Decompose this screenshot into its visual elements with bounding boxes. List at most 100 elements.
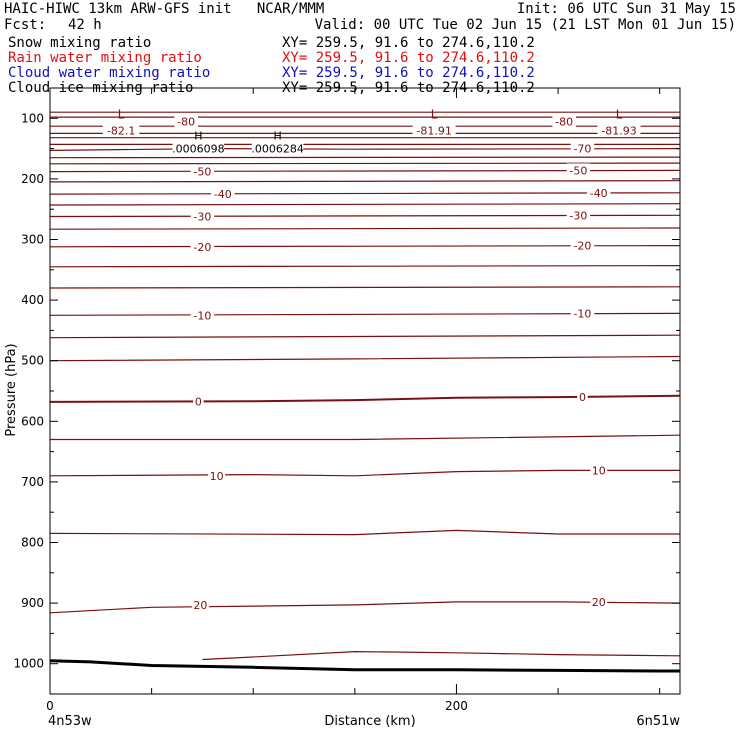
high-value-bg bbox=[172, 142, 225, 155]
low-value-bg bbox=[412, 123, 456, 137]
low-symbol: L bbox=[616, 108, 623, 122]
contour-label: -50 bbox=[193, 166, 211, 179]
contour-label: -10 bbox=[573, 307, 591, 320]
contour-label-bg bbox=[210, 187, 235, 201]
contour-line bbox=[49, 203, 681, 206]
high-value: .0006284 bbox=[251, 142, 304, 155]
contour-label-bg bbox=[566, 208, 591, 222]
isotherm-line bbox=[49, 601, 681, 614]
contour-label-bg bbox=[577, 390, 588, 404]
field-xy-snow: XY= 259.5, 91.6 to 274.6,110.2 bbox=[282, 35, 535, 51]
contour-label: 20 bbox=[592, 596, 606, 609]
contour-label-bg bbox=[570, 238, 595, 252]
low-value-bg bbox=[597, 123, 641, 137]
field-xy-rain: XY= 259.5, 91.6 to 274.6,110.2 bbox=[282, 50, 535, 66]
high-value-bg bbox=[251, 142, 304, 155]
contour-label-bg bbox=[190, 308, 215, 322]
contour-line bbox=[49, 334, 681, 339]
contour-label-bg bbox=[586, 185, 611, 199]
contour-line bbox=[49, 162, 681, 165]
y-tick-label: 900 bbox=[21, 596, 44, 610]
contour-label: -30 bbox=[193, 210, 211, 223]
contour-label-bg bbox=[190, 239, 215, 253]
y-tick-label: 200 bbox=[21, 172, 44, 186]
contour-label: 10 bbox=[592, 464, 606, 477]
low-value-bg bbox=[102, 123, 140, 137]
contour-label: -80 bbox=[555, 115, 573, 128]
contour-label: -10 bbox=[193, 309, 211, 322]
high-value: .0006098 bbox=[172, 142, 225, 155]
contour-label: -40 bbox=[214, 188, 232, 201]
high-symbol: H bbox=[273, 129, 281, 142]
field-name-cloud-water: Cloud water mixing ratio bbox=[8, 65, 211, 81]
field-name-rain: Rain water mixing ratio bbox=[8, 50, 202, 66]
header-title: HAIC-HIWC 13km ARW-GFS init NCAR/MMM bbox=[4, 1, 325, 17]
high-symbol: H bbox=[194, 129, 202, 142]
contour-line bbox=[49, 180, 681, 183]
contour-label-bg bbox=[570, 141, 595, 155]
x-left-end-label: 4n53w bbox=[48, 714, 92, 729]
contour-label-bg bbox=[174, 114, 198, 128]
header-valid: Valid: 00 UTC Tue 02 Jun 15 (21 LST Mon … bbox=[314, 17, 736, 33]
contour-label-bg bbox=[552, 114, 576, 128]
contour-line bbox=[49, 227, 681, 230]
contour-line bbox=[50, 434, 681, 441]
contour-label: -80 bbox=[177, 115, 195, 128]
contour-label: -50 bbox=[569, 164, 587, 177]
contour-line bbox=[49, 529, 680, 536]
contour-label: -40 bbox=[590, 187, 608, 200]
y-tick-label: 300 bbox=[21, 233, 44, 247]
y-tick-label: 1000 bbox=[13, 657, 44, 671]
contour-label: -20 bbox=[573, 240, 591, 253]
contour-label-bg bbox=[208, 468, 226, 482]
x-right-end-label: 6n51w bbox=[636, 714, 680, 729]
low-value: -82.1 bbox=[107, 125, 135, 138]
contour-label: 0 bbox=[579, 391, 586, 404]
contour-label-bg bbox=[190, 164, 215, 178]
terrain-path bbox=[49, 659, 680, 673]
low-symbol: L bbox=[431, 108, 438, 122]
contour-label-bg bbox=[190, 209, 215, 223]
contour-label: -70 bbox=[573, 143, 591, 156]
contour-label-bg bbox=[590, 594, 608, 608]
field-name-snow: Snow mixing ratio bbox=[8, 35, 152, 51]
field-xy-cloud-water: XY= 259.5, 91.6 to 274.6,110.2 bbox=[282, 65, 535, 81]
isotherm-line bbox=[49, 192, 681, 195]
y-axis-title: Pressure (hPa) bbox=[4, 343, 19, 436]
x-axis-title: Distance (km) bbox=[324, 714, 415, 729]
contour-lines bbox=[49, 111, 681, 661]
contour-line bbox=[202, 650, 681, 661]
y-tick-label: 600 bbox=[21, 414, 44, 428]
terrain-line bbox=[49, 659, 680, 673]
y-tick-label: 500 bbox=[21, 354, 44, 368]
contour-label-bg bbox=[570, 306, 595, 320]
low-value: -81.91 bbox=[416, 125, 451, 138]
contour-label-bg bbox=[193, 394, 204, 408]
header-init: Init: 06 UTC Sun 31 May 15 bbox=[516, 1, 736, 17]
contour-label-bg bbox=[590, 463, 608, 477]
header-fcst-value: 42 h bbox=[68, 17, 102, 33]
contour-line bbox=[49, 355, 681, 362]
contour-label: 20 bbox=[193, 599, 207, 612]
y-tick-label: 800 bbox=[21, 536, 44, 550]
x-tick-label: 0 bbox=[46, 699, 54, 713]
low-value: -81.93 bbox=[601, 125, 636, 138]
contour-label: -30 bbox=[569, 209, 587, 222]
contour-label: 10 bbox=[210, 470, 224, 483]
contour-label-bg bbox=[566, 163, 591, 177]
header-fcst-label: Fcst: bbox=[4, 17, 47, 33]
contour-line bbox=[49, 156, 681, 159]
y-tick-label: 400 bbox=[21, 293, 44, 307]
contour-line bbox=[49, 265, 681, 268]
contour-label: -20 bbox=[193, 241, 211, 254]
isotherm-line bbox=[49, 469, 680, 477]
contour-line bbox=[49, 286, 681, 289]
contour-label: 0 bbox=[195, 395, 202, 408]
contour-label-bg bbox=[191, 597, 209, 611]
low-symbol: L bbox=[118, 108, 125, 122]
y-tick-label: 700 bbox=[21, 475, 44, 489]
y-tick-label: 100 bbox=[21, 111, 44, 125]
